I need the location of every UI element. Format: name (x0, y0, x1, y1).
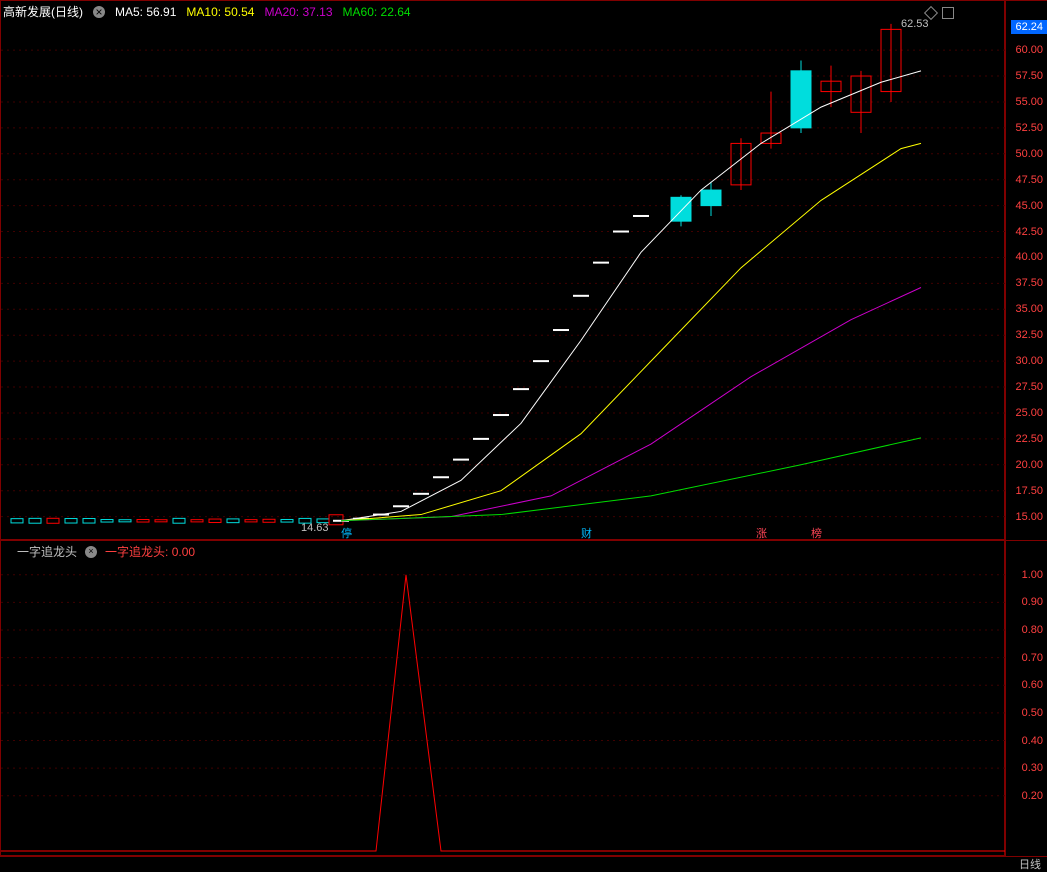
stock-title: 高新发展(日线) (3, 3, 83, 20)
svg-text:财: 财 (581, 526, 592, 540)
sub-chart-canvas[interactable] (1, 541, 1006, 857)
last-high-label: 62.53 (901, 18, 929, 30)
timeframe-label: 日线 (1019, 856, 1041, 872)
diamond-icon[interactable] (924, 6, 938, 20)
sub-chart-header: 一字追龙头 × 一字追龙头: 0.00 (17, 543, 195, 560)
main-chart-canvas[interactable]: 停财涨榜 (1, 1, 1006, 541)
status-bar: 日线 (0, 856, 1047, 871)
sub-y-axis: 0.200.300.400.500.600.700.800.901.00 (1005, 540, 1047, 856)
svg-text:涨: 涨 (756, 527, 767, 540)
indicator-name: 一字追龙头 (17, 543, 77, 560)
low-price-label: 14.63 (301, 522, 329, 534)
box-icon[interactable] (942, 7, 954, 19)
current-price-badge: 62.24 (1011, 20, 1047, 34)
main-chart-panel: 高新发展(日线) × MA5: 56.91 MA10: 50.54 MA20: … (0, 0, 1005, 540)
ma60-label: MA60: 22.64 (343, 5, 411, 19)
ma20-label: MA20: 37.13 (264, 5, 332, 19)
main-y-axis: 62.24 15.0017.5020.0022.5025.0027.5030.0… (1005, 0, 1047, 540)
svg-text:停: 停 (341, 526, 352, 540)
close-icon[interactable]: × (85, 546, 97, 558)
main-chart-header: 高新发展(日线) × MA5: 56.91 MA10: 50.54 MA20: … (3, 3, 411, 20)
ma10-label: MA10: 50.54 (186, 5, 254, 19)
close-icon[interactable]: × (93, 6, 105, 18)
indicator-value-label: 一字追龙头: 0.00 (105, 543, 195, 560)
chart-tool-icons (926, 7, 954, 19)
ma5-label: MA5: 56.91 (115, 5, 176, 19)
sub-chart-panel: 一字追龙头 × 一字追龙头: 0.00 (0, 540, 1005, 856)
svg-text:榜: 榜 (811, 526, 822, 540)
